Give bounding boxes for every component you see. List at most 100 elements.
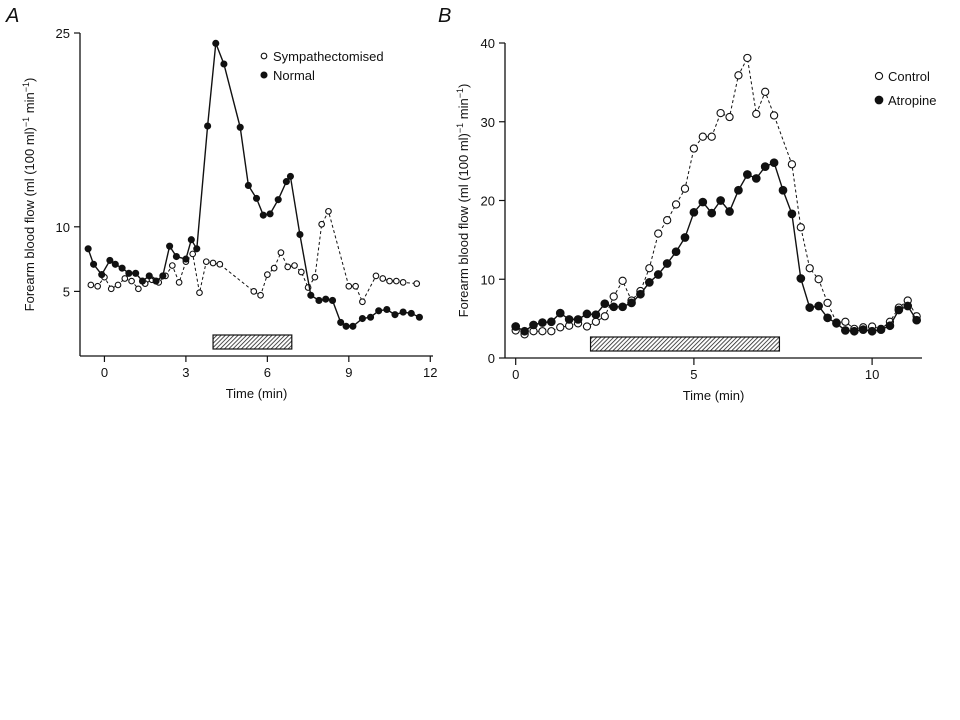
panel-a-series-sympathectomised-point xyxy=(121,275,129,282)
panel-b-series-atropine-point xyxy=(689,207,699,217)
panel-a-series-normal-point xyxy=(252,194,261,202)
panel-a-series-sympathectomised-point xyxy=(311,273,319,281)
panel-a-legend-label: Normal xyxy=(273,68,315,83)
panel-b-series-atropine-point xyxy=(653,270,663,279)
panel-a-series-sympathectomised-point xyxy=(291,262,298,269)
panel-a-series-sympathectomised-point xyxy=(94,282,101,290)
panel-b-y-axis-label: Forearm blood flow (ml (100 ml)−1 min−1) xyxy=(455,84,471,318)
panel-b-series-atropine-point xyxy=(636,289,645,299)
panel-b-y-axis-label-part: −1 xyxy=(455,123,465,133)
panel-a-series-sympathectomised-point xyxy=(189,250,197,258)
panel-a-series-sympathectomised-point xyxy=(413,280,421,287)
panel-b-series-atropine-point xyxy=(787,209,797,219)
panel-b-series-atropine-point xyxy=(698,197,708,207)
panel-b-series-control-point xyxy=(556,323,565,332)
panel-b-series-control-point xyxy=(671,200,681,209)
panel-b-series-control-point xyxy=(609,292,618,301)
panel-a-series-sympathectomised-point xyxy=(359,298,366,306)
panel-a-series-sympathectomised-point xyxy=(318,220,326,228)
panel-a-series-normal-point xyxy=(328,296,337,304)
panel-b-series-control-point xyxy=(805,264,814,273)
panel-b-series-atropine-point xyxy=(680,233,690,242)
panel-a-x-tick-label: 9 xyxy=(345,365,352,380)
panel-a-series-sympathectomised-point xyxy=(325,207,332,215)
panel-a-series-normal-point xyxy=(152,277,160,285)
panel-b-series-atropine-point xyxy=(805,303,815,312)
panel-a-letter: A xyxy=(5,5,19,27)
panel-b-series-control-point xyxy=(725,112,734,122)
panel-b-series-atropine-line xyxy=(515,161,918,333)
panel-b-series-control-point xyxy=(823,298,832,308)
panel-b-series-control-point xyxy=(538,327,547,336)
panel-b-y-axis-label-part: Forearm blood flow (ml (100 ml) xyxy=(456,133,471,317)
panel-a-legend-label: Sympathectomised xyxy=(273,49,384,64)
panel-b-series-control-point xyxy=(663,216,672,225)
panel-a-series-normal-point xyxy=(106,256,114,264)
panel-b-series-atropine-point xyxy=(546,317,556,327)
panel-a-x-axis-label: Time (min) xyxy=(226,386,288,401)
panel-a-series-normal-point xyxy=(84,245,92,253)
panel-b-series-control-point xyxy=(654,229,663,238)
panel-a-series-normal-point xyxy=(236,123,244,131)
panel-b-series-control-point xyxy=(689,144,699,153)
panel-a-y-axis-label-part: min xyxy=(22,92,37,117)
panel-b-series-atropine-point xyxy=(841,326,850,335)
panel-a-y-tick-label: 5 xyxy=(63,284,70,299)
panel-b-series-atropine-point xyxy=(903,301,913,311)
panel-b-series-atropine-point xyxy=(564,315,574,324)
panel-a-series-normal-point xyxy=(266,210,274,218)
panel-b-series-atropine-point xyxy=(662,259,672,268)
panel-a-series-sympathectomised-point xyxy=(175,279,183,286)
panel-b-series-atropine-point xyxy=(644,278,654,287)
panel-b-legend-label: Atropine xyxy=(888,93,936,108)
panel-a-series-sympathectomised-point xyxy=(135,285,142,293)
panel-a-series-normal-point xyxy=(366,313,375,321)
panel-a-series-sympathectomised-point xyxy=(209,259,217,267)
panel-a-series-normal-point xyxy=(172,252,180,261)
panel-b-series-atropine-point xyxy=(796,274,806,283)
panel-b-series-atropine-point xyxy=(725,207,734,216)
panel-b-y-tick-label: 40 xyxy=(481,36,495,51)
panel-a-series-normal-point xyxy=(193,245,201,253)
panel-b-series-control-point xyxy=(716,108,725,118)
panel-a-series-normal-point xyxy=(337,318,345,326)
panel-b-series-control-point xyxy=(769,111,779,120)
panel-a-stimulus-bar xyxy=(212,334,293,350)
panel-b-series-atropine-point xyxy=(894,305,904,315)
panel-a-series-normal-point xyxy=(375,307,383,315)
panel-a-series-sympathectomised-point xyxy=(107,285,115,293)
panel-b-series-atropine-point xyxy=(769,158,779,168)
panel-b-series-control-point xyxy=(591,317,601,326)
panel-b-series-control-point xyxy=(680,184,690,193)
panel-b-series-atropine-point xyxy=(555,308,565,318)
panel-a-series-normal-point xyxy=(159,272,167,280)
panel-a-series-sympathectomised-point xyxy=(250,288,258,295)
panel-b-series-atropine-point xyxy=(573,315,583,324)
panel-b-series-control-point xyxy=(796,223,805,232)
panel-a-series-normal-point xyxy=(274,196,282,204)
panel-b-series-atropine-point xyxy=(591,310,601,320)
panel-b-series-atropine-point xyxy=(520,326,529,336)
panel-b-series-atropine-point xyxy=(876,325,886,335)
panel-b-legend-marker xyxy=(874,95,884,105)
panel-b-series-control-point xyxy=(582,322,592,331)
panel-a-series-sympathectomised-point xyxy=(196,289,203,297)
panel-b-series-atropine-point xyxy=(627,298,636,308)
panel-a-series-normal-point xyxy=(286,172,294,180)
panel-a-series-sympathectomised-point xyxy=(216,260,224,268)
panel-b-series-control-point xyxy=(752,109,761,119)
panel-a-series-sympathectomised-point xyxy=(257,291,264,299)
panel-a-series-normal-point xyxy=(182,255,190,263)
panel-b-y-tick-label: 30 xyxy=(481,115,495,130)
panel-b-series-atropine-point xyxy=(716,196,725,205)
panel-a-x-tick-label: 3 xyxy=(182,365,189,380)
panel-a-series-sympathectomised-point xyxy=(168,262,176,269)
panel-a-x-tick-label: 0 xyxy=(101,365,108,380)
panel-a-series-normal-point xyxy=(315,296,323,304)
panel-b-series-control-point xyxy=(743,53,752,63)
panel-b-series-control-point xyxy=(761,87,770,96)
panel-a-series-sympathectomised-point xyxy=(386,277,393,285)
panel-a-series-sympathectomised-point xyxy=(264,271,271,278)
panel-b-y-axis-label-part: −1 xyxy=(455,88,465,98)
panel-a-series-sympathectomised-point xyxy=(114,281,122,289)
